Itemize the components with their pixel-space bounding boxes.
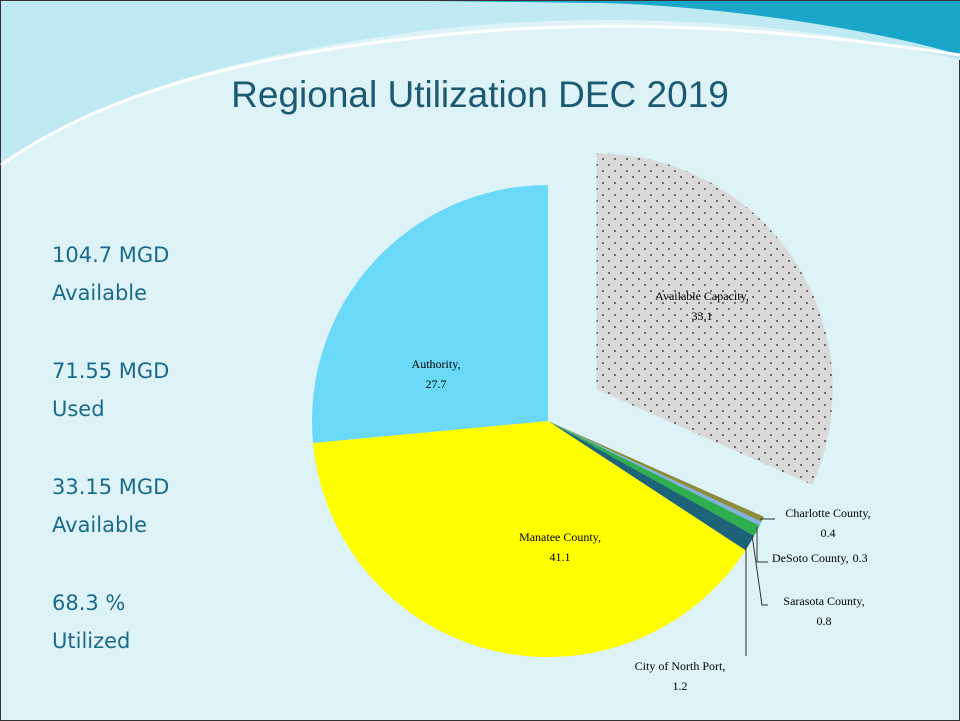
data-label: Authority, 27.7: [412, 357, 461, 391]
label-value: 41.1: [550, 550, 571, 564]
label-value: 33.1: [692, 309, 713, 323]
header-wave: [1, 1, 960, 165]
label-name: Available Capacity: [655, 289, 746, 303]
pie-slice: [548, 421, 755, 551]
label-name: City of North Port: [635, 659, 723, 673]
data-label: Sarasota County, 0.8: [783, 594, 864, 628]
label-value: 1.2: [673, 679, 688, 693]
data-label: DeSoto County, 0.3: [772, 551, 868, 565]
data-label: City of North Port, 1.2: [635, 659, 726, 693]
label-value: 0.8: [817, 614, 832, 628]
pie-slice: [548, 421, 762, 526]
leader-line: [751, 534, 768, 606]
label-name: Manatee County: [519, 530, 599, 544]
stats: 104.7 MGD Available 71.55 MGD Used 33.15 MGD…: [52, 243, 169, 653]
header-wave: [430, 1, 960, 55]
label-name: Charlotte County: [785, 506, 868, 520]
label-value: 0.4: [821, 526, 836, 540]
stat-label: Available: [52, 281, 147, 305]
stat-value: 104.7 MGD: [52, 243, 169, 267]
chart-title: Regional Utilization DEC 2019: [231, 74, 729, 115]
data-label: Manatee County, 41.1: [519, 530, 601, 564]
pie-slice: [313, 421, 746, 657]
leader-line: [756, 527, 768, 563]
label-separator: ,: [598, 530, 601, 544]
pie-slice: [548, 421, 760, 536]
label-name: Authority: [412, 357, 459, 371]
label-separator: ,: [868, 506, 871, 520]
data-label: Charlotte County, 0.4: [785, 506, 870, 540]
pie-slice: [548, 421, 764, 522]
label-name: Sarasota County: [783, 594, 862, 608]
label-separator: ,: [846, 551, 849, 565]
stat-value: 68.3 %: [52, 591, 125, 615]
label-value: 27.7: [426, 377, 447, 391]
label-name: DeSoto County: [772, 551, 846, 565]
stat-label: Available: [52, 513, 147, 537]
data-label: Available Capacity, 33.1: [655, 289, 749, 323]
pie-slice: [312, 185, 548, 443]
label-value: 0.3: [853, 551, 868, 565]
data-labels: Available Capacity, 33.1 Charlotte County,…: [412, 289, 871, 693]
header-wave-line: [0, 24, 960, 167]
pie-slice: [596, 153, 833, 486]
label-separator: ,: [862, 594, 865, 608]
stat-value: 71.55 MGD: [52, 359, 169, 383]
stat-value: 33.15 MGD: [52, 475, 169, 499]
stat-label: Utilized: [52, 629, 130, 653]
label-separator: ,: [746, 289, 749, 303]
label-separator: ,: [722, 659, 725, 673]
pie: [312, 153, 833, 657]
label-separator: ,: [457, 357, 460, 371]
stat-label: Used: [52, 397, 105, 421]
